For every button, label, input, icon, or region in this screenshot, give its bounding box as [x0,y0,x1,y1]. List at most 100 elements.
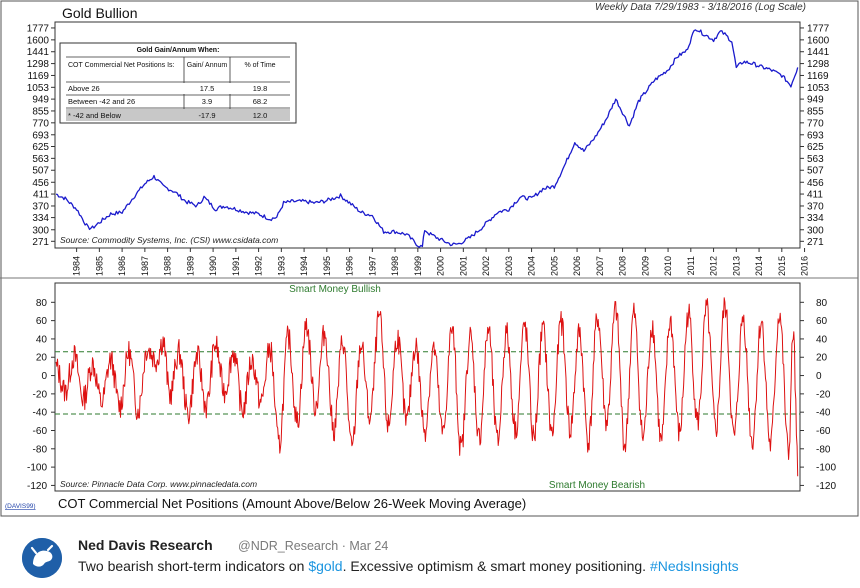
top-y-label-left-17: 1600 [27,35,50,46]
bottom-y-label-left-6: -40 [33,408,48,419]
top-y-label-right-18: 1777 [807,23,830,34]
gain-table-row-bg-3 [66,109,290,121]
gain-table-row-bg-1 [66,83,290,94]
x-label-1992: 1992 [254,256,264,276]
tweet-meta: @NDR_Research · Mar 24 [238,539,388,553]
bottom-y-label-left-8: -80 [33,444,48,455]
x-label-1997: 1997 [367,256,377,276]
top-y-label-left-8: 625 [32,142,49,153]
x-label-2007: 2007 [595,256,605,276]
bottom-y-label-left-9: -100 [27,463,47,474]
x-label-1993: 1993 [276,256,286,276]
x-label-2016: 2016 [800,256,810,276]
bottom-y-label-left-1: 60 [36,316,48,327]
gold-cashtag-link[interactable]: $gold [308,558,343,574]
cot-series [55,297,799,477]
bottom-y-label-left-3: 20 [36,353,48,364]
top-y-label-left-14: 1169 [27,71,49,82]
top-y-label-left-1: 300 [32,225,49,236]
bottom-y-label-right-6: -40 [816,408,831,419]
gain-table-row-3-pct: 12.0 [253,111,268,120]
tweet-separator: · [341,539,346,553]
top-y-label-right-16: 1441 [807,47,830,58]
top-y-label-left-2: 334 [32,213,49,224]
top-chart-source: Source: Commodity Systems, Inc. (CSI) ww… [60,235,278,245]
top-y-label-right-11: 855 [807,106,824,117]
gain-table: Gold Gain/Annum When: COT Commercial Net… [59,42,297,124]
cot-net-position-line [55,297,799,477]
top-y-label-left-11: 855 [32,106,49,117]
top-y-label-right-5: 456 [807,178,824,189]
top-y-label-left-10: 770 [32,118,49,129]
x-label-1986: 1986 [117,256,127,276]
x-label-2002: 2002 [481,256,491,276]
top-y-label-left-13: 1053 [27,83,50,94]
avatar[interactable] [22,538,62,578]
gain-table-header-2: Gain/ Annum [187,62,228,69]
gain-table-row-1-label: Above 26 [68,84,100,93]
gain-table-row-3-label: * -42 and Below [68,111,122,120]
top-y-label-right-10: 770 [807,118,824,129]
bottom-y-label-right-2: 40 [816,334,828,345]
bottom-y-label-left-2: 40 [36,334,48,345]
chart-svg: Gold Bullion Weekly Data 7/29/1983 - 3/1… [0,0,859,517]
top-y-label-right-14: 1169 [807,71,829,82]
gain-table-header-1: COT Commercial Net Positions Is: [68,62,175,69]
top-y-label-left-0: 271 [32,237,49,248]
x-label-2009: 2009 [640,256,650,276]
annotation-bearish: Smart Money Bearish [549,480,645,491]
tweet-author[interactable]: Ned Davis Research [78,537,213,553]
top-y-label-right-4: 411 [807,190,823,201]
top-y-label-left-4: 411 [33,190,49,201]
x-label-2013: 2013 [731,256,741,276]
tweet-date[interactable]: Mar 24 [349,539,389,553]
neds-insights-hashtag-link[interactable]: #NedsInsights [649,558,739,574]
bottom-y-label-right-3: 20 [816,353,828,364]
top-chart-subtitle: Weekly Data 7/29/1983 - 3/18/2016 (Log S… [595,2,806,13]
top-y-label-right-2: 334 [807,213,824,224]
x-label-1995: 1995 [322,256,332,276]
top-y-label-left-9: 693 [32,130,49,141]
tweet-handle[interactable]: @NDR_Research [238,539,339,553]
x-label-2003: 2003 [504,256,514,276]
top-y-label-right-3: 370 [807,201,824,212]
bottom-y-axis-right: 80 60 40 20 0 -20 -40 -60 -80 -100 -120 [800,298,836,492]
top-y-label-right-6: 507 [807,166,824,177]
top-y-label-left-15: 1298 [27,59,50,70]
top-y-label-left-7: 563 [32,154,49,165]
x-label-2001: 2001 [458,256,468,276]
x-label-1994: 1994 [299,256,309,276]
bottom-y-label-right-7: -60 [816,426,831,437]
x-label-1989: 1989 [185,256,195,276]
bottom-y-label-left-0: 80 [36,298,48,309]
gain-table-row-2-pct: 68.2 [253,97,268,106]
top-y-label-right-7: 563 [807,154,824,165]
x-label-1984: 1984 [72,256,82,276]
x-label-2006: 2006 [572,256,582,276]
x-label-1996: 1996 [345,256,355,276]
x-label-2004: 2004 [527,256,537,276]
davis-badge[interactable]: (DAVIS99) [5,503,36,510]
top-y-label-left-16: 1441 [27,47,50,58]
gain-table-row-3-gain: -17.9 [198,111,215,120]
bottom-chart-source: Source: Pinnacle Data Corp. www.pinnacle… [60,479,257,489]
top-y-label-right-8: 625 [807,142,824,153]
x-label-1985: 1985 [94,256,104,276]
tweet-text: Two bearish short-term indicators on $go… [78,558,739,574]
x-label-1988: 1988 [163,256,173,276]
top-y-label-left-6: 507 [32,166,49,177]
x-label-1990: 1990 [208,256,218,276]
bottom-y-label-left-10: -120 [27,481,47,492]
bottom-y-label-left-5: -20 [33,389,48,400]
bottom-panel-frame [54,282,801,492]
bottom-y-label-right-9: -100 [816,463,836,474]
gold-price-series [55,29,799,248]
annotation-bullish: Smart Money Bullish [289,284,381,295]
x-label-2008: 2008 [618,256,628,276]
top-chart-title: Gold Bullion [62,5,138,21]
top-y-label-right-13: 1053 [807,83,830,94]
x-label-2010: 2010 [663,256,673,276]
gold-price-line [55,29,799,248]
top-y-label-right-15: 1298 [807,59,830,70]
gain-table-row-2-gain: 3.9 [202,97,212,106]
